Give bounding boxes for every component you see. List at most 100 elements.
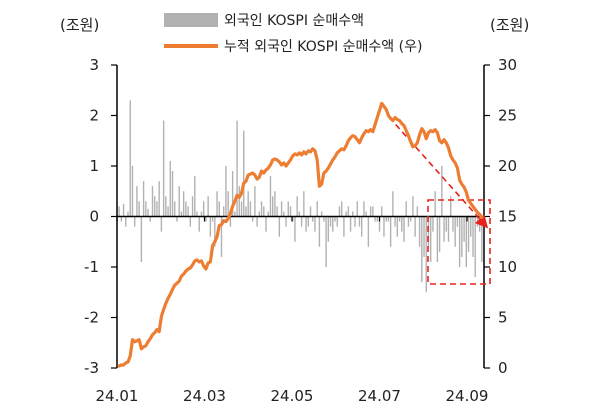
legend: 외국인 KOSPI 순매수액 누적 외국인 KOSPI 순매수액 (우)	[164, 13, 422, 55]
daily-bar	[307, 216, 309, 227]
daily-bar	[300, 216, 303, 227]
daily-bar	[305, 216, 307, 232]
daily-bar	[352, 211, 354, 217]
daily-bar	[131, 166, 134, 217]
cumulative-line-group	[117, 101, 484, 368]
daily-bar	[265, 216, 267, 232]
daily-bar	[309, 206, 312, 217]
daily-bar	[191, 196, 194, 217]
daily-bar	[430, 216, 432, 262]
daily-bar	[202, 201, 205, 217]
daily-bar	[225, 166, 227, 217]
daily-bar	[369, 206, 372, 217]
right-tick-label: 20	[498, 157, 517, 175]
daily-bar	[251, 216, 254, 222]
daily-bar	[160, 216, 163, 232]
x-tick-label: 24.07	[358, 387, 401, 405]
daily-bar	[216, 191, 218, 217]
daily-bar	[403, 216, 405, 242]
daily-bar	[452, 216, 454, 232]
daily-bar	[329, 216, 332, 227]
daily-bar	[363, 201, 365, 217]
daily-bar	[347, 206, 350, 217]
daily-bar	[385, 216, 387, 222]
daily-bar	[171, 171, 174, 217]
daily-bar	[456, 216, 459, 227]
daily-bar	[147, 208, 149, 217]
daily-bar	[122, 203, 125, 217]
daily-bar	[441, 166, 443, 217]
right-tick-label: 15	[498, 208, 517, 226]
daily-bar	[140, 216, 143, 262]
x-tick-label: 24.05	[271, 387, 314, 405]
left-tick-label: 0	[89, 208, 99, 226]
left-tick-label: 3	[89, 56, 99, 74]
daily-bar	[336, 216, 338, 227]
daily-bar	[214, 216, 216, 247]
daily-bar	[280, 201, 283, 217]
daily-bar	[316, 201, 318, 217]
axes	[111, 64, 490, 369]
daily-bar	[465, 216, 467, 267]
daily-bar	[414, 216, 416, 237]
daily-bar	[374, 216, 376, 222]
cumulative-line	[117, 101, 484, 368]
trend-arrow	[388, 116, 489, 229]
daily-bar	[185, 201, 187, 217]
daily-bar	[285, 216, 287, 227]
daily-bars	[118, 100, 483, 293]
daily-bar	[387, 216, 390, 222]
daily-bar	[472, 216, 474, 257]
daily-bar	[198, 216, 200, 232]
daily-bar	[211, 216, 214, 222]
daily-bar	[367, 216, 370, 247]
right-tick-label: 25	[498, 107, 517, 125]
daily-bar	[320, 211, 323, 217]
daily-bar	[394, 216, 396, 227]
daily-bar	[398, 216, 401, 222]
daily-bar	[365, 211, 367, 217]
daily-bar	[334, 216, 336, 222]
daily-bar	[372, 206, 374, 217]
daily-bar	[296, 196, 298, 217]
daily-bar	[392, 191, 394, 217]
daily-bar	[432, 216, 434, 232]
daily-bar	[298, 211, 301, 217]
left-tick-label: -1	[84, 258, 99, 276]
daily-bar	[294, 216, 296, 242]
daily-bar	[167, 206, 169, 217]
daily-bar	[463, 216, 465, 242]
daily-bar	[434, 191, 436, 217]
left-axis-unit: (조원)	[60, 16, 99, 34]
daily-bar	[467, 216, 470, 252]
daily-bar	[238, 186, 240, 217]
daily-bar	[162, 120, 165, 217]
right-tick-label: 10	[498, 258, 517, 276]
daily-bar	[165, 196, 167, 217]
daily-bar	[207, 196, 209, 217]
daily-bar	[187, 206, 189, 217]
daily-bar	[189, 216, 192, 227]
daily-bar	[269, 176, 272, 217]
daily-bar	[361, 216, 363, 237]
daily-bar	[245, 206, 247, 217]
daily-bar	[258, 211, 261, 217]
daily-bar	[447, 216, 450, 242]
daily-bar	[349, 216, 352, 232]
daily-bar	[227, 191, 229, 217]
daily-bar	[312, 216, 314, 222]
daily-bar	[409, 216, 412, 222]
daily-bar	[142, 181, 145, 217]
daily-bar	[134, 216, 136, 227]
daily-bar	[205, 216, 207, 222]
daily-bar	[412, 196, 414, 217]
daily-bar	[145, 201, 147, 217]
right-tick-label: 30	[498, 56, 517, 74]
legend-line-label: 누적 외국인 KOSPI 순매수액 (우)	[224, 39, 422, 55]
daily-bar	[127, 211, 129, 217]
daily-bar	[169, 160, 171, 217]
daily-bar	[401, 216, 403, 232]
daily-bar	[138, 201, 140, 217]
daily-bar	[156, 201, 158, 217]
